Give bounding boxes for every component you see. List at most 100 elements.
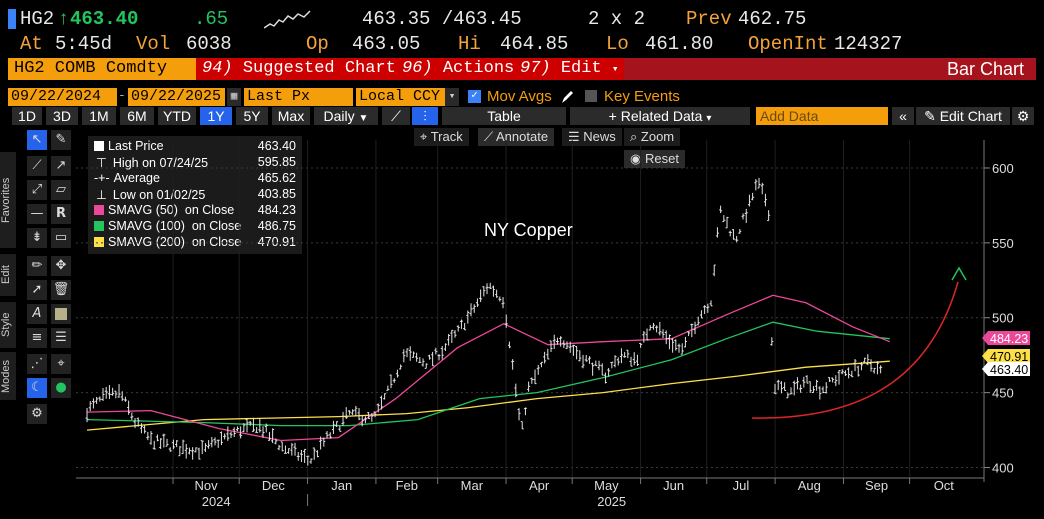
range-1y[interactable]: 1Y [200,107,232,125]
rectangle-icon[interactable]: ▭ [51,228,71,248]
collapse-icon[interactable]: « [892,107,914,125]
price-tag [982,331,1030,345]
hi-value: 464.85 [500,33,569,55]
trend-line-icon[interactable]: ⟋ [27,156,47,176]
suggested-charts-label: Suggested Charts [242,59,407,78]
net-change: .65 [194,8,229,30]
text-style-icon[interactable]: A [27,304,47,324]
bar-chart-icon[interactable]: ⫶ [412,107,438,125]
add-data-input[interactable]: Add Data [756,107,888,125]
year-label: 2024 [202,494,231,509]
mode-icon[interactable]: ☾ [27,378,47,398]
suggested-charts-num: 94) [202,59,233,78]
chevron-down-icon: ▾ [706,113,712,124]
news-label: News [583,129,616,144]
security-field[interactable]: HG2 COMB Comdty [8,58,198,80]
pencil-icon[interactable] [560,89,574,105]
line-chart-icon[interactable]: ⟋ [382,107,410,125]
op-value: 463.05 [352,33,421,55]
fill-color-icon[interactable] [51,304,71,324]
segment-icon[interactable]: ⤢ [27,180,47,200]
fibonacci-icon[interactable]: ⇟ [27,228,47,248]
zoom-icon: ⌕ [630,129,638,144]
last-price-swatch [94,141,104,151]
period-select[interactable]: Daily ▼ [314,107,378,125]
range-ytd[interactable]: YTD [158,107,196,125]
range-1m[interactable]: 1M [82,107,116,125]
annotate-button[interactable]: ⟋ Annotate [478,128,555,146]
chevron-down-icon: ▾ [611,64,619,76]
caret-down-icon: ▼ [358,113,369,124]
sma100-line [86,321,890,427]
price-tag-label: 463.40 [990,363,1028,377]
vol-value: 6038 [186,33,232,55]
channel-icon[interactable]: ▱ [51,180,71,200]
field-select[interactable]: Last Px [244,88,353,106]
ticker[interactable]: HG2 [20,8,55,30]
reset-label: Reset [644,151,679,166]
edit-label: Edit [560,59,602,78]
pencil-icon: ✎ [924,108,936,124]
retracement-icon[interactable]: R [51,204,71,224]
edit-chart-button[interactable]: ✎ Edit Chart [916,107,1010,125]
currency-select[interactable]: Local CCY [356,88,445,106]
date-separator: - [118,88,126,103]
range-1d[interactable]: 1D [12,107,42,125]
x-tick-label: Feb [396,478,418,493]
zoom-button[interactable]: ⌕ Zoom [624,128,681,146]
palette-icon[interactable]: ● [51,378,71,398]
chevron-down-icon[interactable]: ▾ [445,88,459,106]
range-6m[interactable]: 6M [120,107,154,125]
openint-value: 124327 [834,33,903,55]
legend-value: 484.23 [257,203,296,217]
actions-num: 96) [402,59,433,78]
edit-chart-label: Edit Chart [939,108,1002,124]
legend-label: Low on 01/02/25 [112,188,206,202]
news-icon: ☰ [568,129,580,144]
key-events-checkbox[interactable] [585,90,597,102]
draw-icon[interactable]: ✏ [27,256,47,276]
sma200-line [86,360,890,431]
x-tick-label: Mar [461,478,484,493]
line-style-icon[interactable]: ☰ [51,328,71,348]
settings-gear-icon[interactable]: ⚙ [27,404,47,424]
actions-menu[interactable]: 96) Actions ▾ [396,58,538,80]
ray-line-icon[interactable]: ↗ [51,156,71,176]
pencil-line-icon[interactable]: ✎ [51,130,71,150]
price-bars [85,177,883,466]
line-weight-icon[interactable]: ≡ [27,328,47,348]
prev-value: 462.75 [738,8,807,30]
legend-label: SMAVG (50) on Close [108,203,235,217]
legend-value: 463.40 [257,139,296,153]
range-3d[interactable]: 3D [46,107,78,125]
dotted-line-icon[interactable]: ⋰ [27,354,47,374]
end-date-field[interactable]: 09/22/2025 [128,88,225,106]
suggested-charts-menu[interactable]: 94) Suggested Charts ▾ [196,58,429,80]
news-button[interactable]: ☰ News [562,128,622,146]
crosshair-icon[interactable]: ⌖ [51,354,71,374]
select-icon[interactable]: ➚ [27,280,47,300]
edit-menu[interactable]: 97) Edit ▾ [514,58,625,80]
move-icon[interactable]: ✥ [51,256,71,276]
cursor-icon[interactable]: ↖ [27,130,47,150]
table-button[interactable]: Table [442,107,566,125]
legend-label: SMAVG (200) on Close [108,235,242,249]
range-max[interactable]: Max [272,107,310,125]
x-tick-label: Dec [262,478,286,493]
legend-row-last: Last Price 463.40 [94,139,296,155]
legend-row-sma100: SMAVG (100) on Close 486.75 [94,219,296,235]
start-date-field[interactable]: 09/22/2024 [8,88,117,106]
mov-avgs-checkbox[interactable]: ✓ [468,90,481,103]
gear-icon[interactable]: ⚙ [1012,107,1034,125]
track-button[interactable]: ⌖ Track [414,128,469,146]
range-5y[interactable]: 5Y [236,107,268,125]
related-data-button[interactable]: + Related Data ▾ [570,107,750,125]
reset-button[interactable]: ◉ Reset [624,150,685,168]
track-label: Track [430,129,463,144]
trash-icon[interactable]: 🗑 [51,280,71,300]
horizontal-line-icon[interactable]: — [27,204,47,224]
calendar-icon[interactable]: ▦ [227,88,241,106]
x-tick-label: Apr [529,478,550,493]
